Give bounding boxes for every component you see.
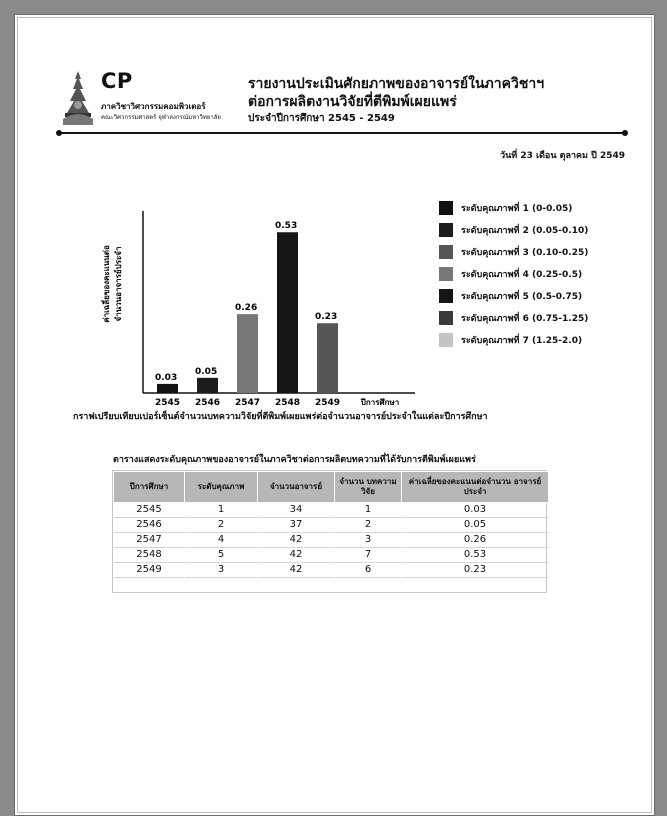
legend-swatch-5 [439, 289, 453, 303]
table-cell: 2547 [113, 532, 185, 548]
table-cell: 1 [184, 502, 258, 518]
table-cell: 2545 [113, 502, 185, 518]
col-header-average: ค่าเฉลี่ยของคะแนนต่อจำนวน อาจารย์ประจำ [401, 471, 549, 503]
table-cell: 42 [257, 547, 335, 563]
table-cell: 2548 [113, 547, 185, 563]
table-body: 2545 1 34 1 0.03 2546 2 37 2 0.05 2547 4 42 3 0.26 2548… [113, 502, 549, 578]
legend-label-3: ระดับคุณภาพที่ 3 (0.10-0.25) [461, 248, 589, 258]
col-header-quality: ระดับคุณภาพ [184, 471, 258, 503]
table-cell: 4 [184, 532, 258, 548]
col-header-lecturers: จำนวนอาจารย์ [257, 471, 335, 503]
faculty-name: คณะวิศวกรรมศาสตร์ จุฬาลงกรณ์มหาวิทยาลัย [101, 114, 221, 121]
table-cell: 37 [257, 517, 335, 533]
legend-swatch-3 [439, 245, 453, 259]
department-name: ภาควิชาวิศวกรรมคอมพิวเตอร์ [101, 102, 206, 111]
legend-item-7: ระดับคุณภาพที่ 7 (1.25-2.0) [439, 329, 588, 351]
x-tick-label-2548: 2548 [275, 398, 300, 405]
table-cell: 0.05 [401, 517, 549, 533]
legend-swatch-6 [439, 311, 453, 325]
data-label-2546: 0.05 [195, 367, 217, 377]
y-axis-label-line-1: ค่าเฉลี่ยของคะแนนต่อ [100, 245, 111, 323]
legend-item-6: ระดับคุณภาพที่ 6 (0.75-1.25) [439, 307, 588, 329]
university-seal-icon [63, 71, 93, 125]
chart-caption: กราฟเปรียบเทียบเปอร์เซ็นต์จำนวนบทความวิจ… [73, 412, 488, 422]
legend-swatch-4 [439, 267, 453, 281]
report-date: วันที่ 23 เดือน ตุลาคม ปี 2549 [500, 151, 625, 161]
table-row: 2545 1 34 1 0.03 [113, 502, 549, 518]
table-cell: 0.23 [401, 562, 549, 578]
bar-chart: ค่าเฉลี่ยของคะแนนต่อ จำนวนอาจารย์ประจำ 0.0… [100, 211, 415, 405]
logo-text: CP [101, 69, 133, 93]
chart-legend: ระดับคุณภาพที่ 1 (0-0.05) ระดับคุณภาพที่ … [439, 197, 588, 351]
x-tick-label-2545: 2545 [155, 398, 180, 405]
table-cell: 3 [184, 562, 258, 578]
table-header-row: ปีการศึกษา ระดับคุณภาพ จำนวนอาจารย์ จำนว… [113, 471, 549, 503]
report-title: รายงานประเมินศักยภาพของอาจารย์ในภาควิชาฯ… [248, 75, 628, 127]
table-cell: 2546 [113, 517, 185, 533]
table-caption: ตารางแสดงระดับคุณภาพของอาจารย์ในภาควิชาต… [113, 455, 476, 465]
bar-2545 [157, 383, 178, 393]
table-cell: 7 [334, 547, 402, 563]
legend-item-1: ระดับคุณภาพที่ 1 (0-0.05) [439, 197, 588, 219]
data-label-2547: 0.26 [235, 303, 257, 313]
col-header-year: ปีการศึกษา [113, 471, 185, 503]
data-label-2548: 0.53 [275, 221, 297, 231]
table-row: 2548 5 42 7 0.53 [113, 547, 549, 563]
header-divider [56, 130, 628, 136]
table-cell: 0.03 [401, 502, 549, 518]
legend-item-2: ระดับคุณภาพที่ 2 (0.05-0.10) [439, 219, 588, 241]
legend-label-7: ระดับคุณภาพที่ 7 (1.25-2.0) [461, 336, 583, 346]
table-cell: 42 [257, 532, 335, 548]
table-cell: 3 [334, 532, 402, 548]
title-line-2: ต่อการผลิตงานวิจัยที่ตีพิมพ์เผยแพร่ [248, 94, 457, 110]
table-cell: 2549 [113, 562, 185, 578]
table-cell: 5 [184, 547, 258, 563]
table-row: 2549 3 42 6 0.23 [113, 562, 549, 578]
x-tick-label-2547: 2547 [235, 398, 260, 405]
bar-2549 [317, 323, 338, 393]
table-cell: 1 [334, 502, 402, 518]
table-cell: 42 [257, 562, 335, 578]
x-tick-label-2546: 2546 [195, 398, 220, 405]
bar-2548 [277, 232, 298, 393]
legend-label-6: ระดับคุณภาพที่ 6 (0.75-1.25) [461, 314, 589, 324]
legend-label-4: ระดับคุณภาพที่ 4 (0.25-0.5) [461, 270, 583, 280]
table-cell: 2 [184, 517, 258, 533]
legend-swatch-2 [439, 223, 453, 237]
table-cell: 0.26 [401, 532, 549, 548]
logo-block: CP ภาควิชาวิศวกรรมคอมพิวเตอร์ คณะวิศวกรร… [61, 67, 251, 147]
legend-label-5: ระดับคุณภาพที่ 5 (0.5-0.75) [461, 292, 583, 302]
legend-label-2: ระดับคุณภาพที่ 2 (0.05-0.10) [461, 226, 589, 236]
table-cell: 2 [334, 517, 402, 533]
x-axis-label: ปีการศึกษา [360, 397, 399, 405]
legend-swatch-1 [439, 201, 453, 215]
legend-item-5: ระดับคุณภาพที่ 5 (0.5-0.75) [439, 285, 588, 307]
col-header-papers: จำนวน บทความวิจัย [334, 471, 402, 503]
x-tick-label-2549: 2549 [315, 398, 340, 405]
title-line-1: รายงานประเมินศักยภาพของอาจารย์ในภาควิชาฯ [248, 76, 545, 92]
table-row: 2546 2 37 2 0.05 [113, 517, 549, 533]
y-axis-label-line-2: จำนวนอาจารย์ประจำ [113, 247, 123, 322]
bar-2546 [197, 377, 218, 393]
legend-swatch-7 [439, 333, 453, 347]
table-row: 2547 4 42 3 0.26 [113, 532, 549, 548]
legend-label-1: ระดับคุณภาพที่ 1 (0-0.05) [461, 204, 573, 214]
table-cell: 34 [257, 502, 335, 518]
quality-table: ปีการศึกษา ระดับคุณภาพ จำนวนอาจารย์ จำนว… [113, 471, 549, 578]
legend-item-4: ระดับคุณภาพที่ 4 (0.25-0.5) [439, 263, 588, 285]
title-line-3: ประจำปีการศึกษา 2545 - 2549 [248, 113, 395, 124]
table-cell: 6 [334, 562, 402, 578]
data-label-2545: 0.03 [155, 373, 177, 383]
report-page: CP ภาควิชาวิศวกรรมคอมพิวเตอร์ คณะวิศวกรร… [14, 14, 655, 816]
data-label-2549: 0.23 [315, 312, 337, 322]
legend-item-3: ระดับคุณภาพที่ 3 (0.10-0.25) [439, 241, 588, 263]
table-cell: 0.53 [401, 547, 549, 563]
bar-2547 [237, 314, 258, 393]
